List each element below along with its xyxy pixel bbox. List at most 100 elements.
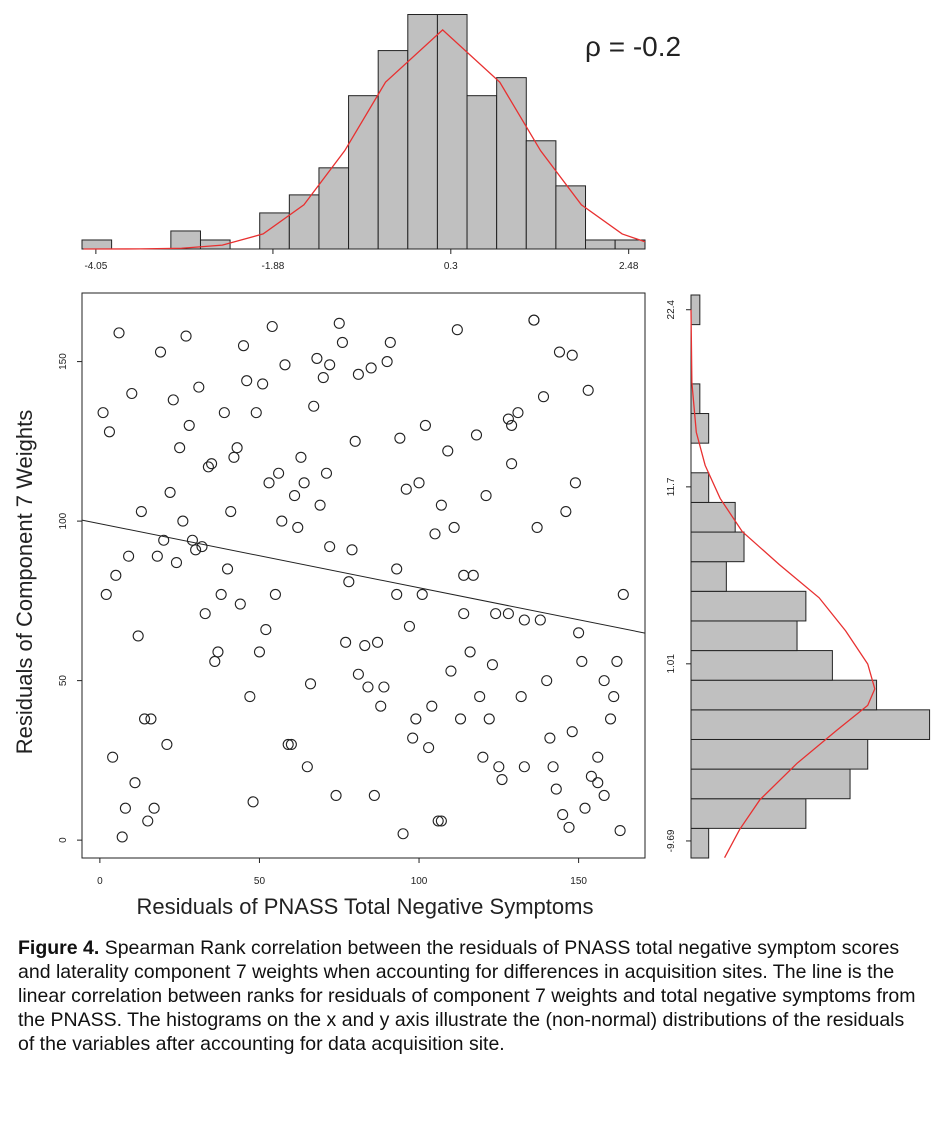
- point: [604, 713, 617, 725]
- point: [100, 588, 112, 601]
- point: [359, 639, 371, 652]
- caption-label: Figure 4.: [18, 937, 100, 959]
- point: [423, 742, 435, 754]
- point: [151, 550, 163, 562]
- point: [541, 675, 553, 687]
- point: [304, 678, 317, 690]
- point: [212, 646, 224, 658]
- caption-text: Spearman Rank correlation between the re…: [18, 937, 916, 1055]
- point: [132, 630, 144, 642]
- point: [448, 521, 460, 534]
- point: [531, 521, 543, 534]
- point: [391, 563, 403, 575]
- point: [403, 620, 416, 632]
- point: [426, 700, 438, 712]
- point: [407, 732, 419, 744]
- bar: [690, 768, 851, 800]
- point: [518, 761, 530, 773]
- point: [598, 789, 610, 802]
- point: [311, 352, 323, 364]
- point: [375, 700, 387, 712]
- point: [550, 783, 562, 795]
- y-axis-label: Residuals of Component 7 Weights: [12, 410, 37, 754]
- point: [563, 821, 575, 833]
- bar: [690, 798, 807, 829]
- point: [333, 317, 345, 329]
- point: [139, 713, 151, 725]
- y-tick-label: 50: [58, 675, 69, 687]
- y-tick-label: 11.7: [666, 477, 677, 496]
- point: [228, 451, 240, 463]
- density-curve: [83, 28, 646, 250]
- point: [221, 563, 234, 575]
- point: [397, 828, 409, 840]
- point: [273, 467, 285, 479]
- x-tick-label: 0.3: [444, 261, 458, 272]
- point: [164, 486, 176, 498]
- bar: [690, 413, 710, 444]
- point: [486, 659, 498, 671]
- y-tick-label: 150: [58, 353, 69, 370]
- point: [435, 815, 447, 827]
- x-axis-label: Residuals of PNASS Total Negative Sympto…: [137, 894, 594, 919]
- point: [474, 691, 486, 703]
- bar: [436, 14, 468, 250]
- point: [592, 777, 604, 789]
- point: [569, 477, 581, 489]
- point: [324, 541, 336, 553]
- point: [592, 751, 604, 763]
- point: [442, 445, 454, 457]
- point: [177, 515, 189, 527]
- point: [381, 356, 393, 368]
- point: [247, 796, 259, 808]
- bar: [170, 230, 201, 250]
- bar: [690, 679, 878, 711]
- point: [352, 668, 364, 680]
- point: [320, 467, 333, 479]
- x-tick-label: 0: [97, 876, 103, 887]
- point: [512, 407, 524, 419]
- bar: [288, 194, 320, 250]
- point: [480, 490, 492, 502]
- bar: [377, 50, 409, 250]
- point: [110, 569, 122, 581]
- point: [295, 451, 307, 463]
- point: [598, 675, 610, 687]
- annotation: ρ = -0.2: [585, 31, 681, 62]
- point: [506, 458, 518, 470]
- point: [330, 789, 342, 802]
- bar: [690, 738, 869, 770]
- point: [119, 802, 131, 814]
- point: [394, 432, 406, 444]
- plot-frame: [81, 292, 646, 859]
- point: [544, 732, 556, 744]
- point: [470, 429, 483, 441]
- point: [276, 515, 288, 527]
- point: [298, 477, 310, 489]
- point: [576, 655, 588, 668]
- point: [158, 534, 170, 546]
- bar: [690, 472, 710, 503]
- point: [458, 608, 470, 620]
- point: [113, 327, 125, 339]
- point: [174, 442, 186, 454]
- point: [285, 738, 297, 750]
- point: [352, 368, 364, 380]
- point: [573, 627, 585, 639]
- point: [502, 608, 514, 620]
- y-tick-label: -9.69: [666, 829, 677, 852]
- point: [467, 569, 479, 581]
- point: [161, 738, 173, 750]
- point: [490, 608, 502, 620]
- point: [253, 646, 266, 658]
- point: [154, 346, 167, 358]
- y-tick-label: 100: [58, 512, 69, 529]
- bar: [585, 239, 616, 250]
- point: [279, 359, 291, 371]
- point: [123, 550, 135, 562]
- bar: [614, 239, 646, 250]
- point: [483, 713, 495, 725]
- point: [365, 362, 377, 374]
- point: [557, 809, 569, 821]
